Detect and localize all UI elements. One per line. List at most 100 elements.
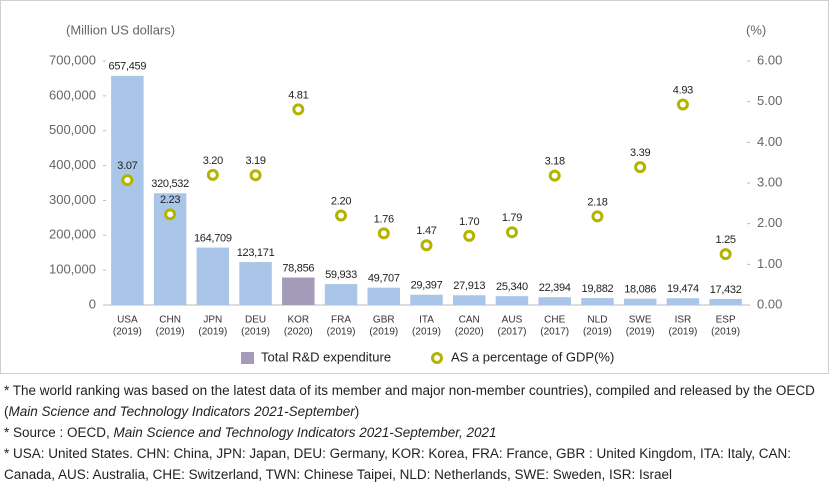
x-tick-label: CHN (159, 315, 181, 326)
y-tick-label: 0 (89, 296, 96, 311)
bar (410, 294, 443, 305)
note-text: * USA: United States. CHN: China, JPN: J… (4, 446, 792, 482)
gdp-point (505, 226, 518, 239)
gdp-point (420, 239, 433, 252)
gdp-point (121, 174, 134, 187)
y2-tick-label: 3.00 (757, 174, 782, 189)
x-tick-period: (2020) (455, 327, 484, 338)
x-tick-label: ITA (419, 315, 434, 326)
bar-value-label: 27,913 (453, 280, 485, 292)
x-tick-label: FRA (331, 315, 351, 326)
x-tick-label: GBR (373, 315, 395, 326)
x-tick-label: AUS (502, 315, 523, 326)
y-tick-label: 600,000 (49, 87, 96, 102)
y-tick-label: 500,000 (49, 122, 96, 137)
x-tick-period: (2019) (711, 327, 740, 338)
bar-value-label: 17,432 (710, 284, 742, 296)
point-value-label: 1.76 (374, 213, 394, 225)
x-tick-period: (2019) (198, 327, 227, 338)
bar-value-label: 29,397 (411, 280, 443, 292)
bar (282, 277, 315, 305)
note-text: Main Science and Technology Indicators 2… (113, 425, 497, 440)
note: * Source : OECD, Main Science and Techno… (4, 422, 819, 443)
y-axis-label: (Million US dollars) (66, 22, 175, 37)
bar (623, 298, 657, 305)
bar-value-label: 19,474 (667, 283, 699, 295)
bar (452, 295, 486, 305)
x-tick-label: KOR (287, 315, 309, 326)
bar (239, 262, 272, 305)
gdp-point (548, 169, 561, 182)
point-value-label: 3.19 (245, 155, 265, 167)
bar (581, 298, 614, 305)
x-tick-label: CAN (459, 315, 480, 326)
x-tick-label: ESP (716, 315, 736, 326)
point-value-label: 3.07 (117, 160, 137, 172)
bar-value-label: 123,171 (237, 247, 275, 259)
gdp-point (676, 98, 689, 111)
note-text: * The world ranking was based on the lat… (4, 383, 815, 419)
y2-tick-label: 0.00 (757, 296, 782, 311)
bar-value-label: 18,086 (624, 284, 656, 296)
x-tick-period: (2019) (668, 327, 697, 338)
chart: (Million US dollars) (%) 0 100,000 200,000… (49, 22, 782, 364)
x-tick-label: JPN (203, 315, 222, 326)
x-tick-label: DEU (245, 315, 266, 326)
bar-value-label: 22,394 (539, 282, 571, 294)
x-tick-period: (2017) (498, 327, 527, 338)
notes: * The world ranking was based on the lat… (4, 380, 819, 485)
x-tick-period: (2017) (540, 327, 569, 338)
bar (111, 75, 144, 305)
legend-swatch (241, 352, 254, 364)
point-value-label: 1.47 (416, 225, 436, 237)
point-value-label: 1.25 (716, 234, 736, 246)
gdp-point (335, 209, 348, 222)
x-tick-period: (2019) (369, 327, 398, 338)
gdp-point (463, 229, 476, 242)
note-text: * Source : OECD, (4, 425, 114, 440)
gdp-point (164, 208, 177, 221)
y-tick-label: 100,000 (49, 262, 96, 277)
x-tick-period: (2019) (156, 327, 185, 338)
bar-value-label: 25,340 (496, 281, 528, 293)
y-tick-label: 300,000 (49, 192, 96, 207)
note-text: Main Science and Technology Indicators 2… (8, 404, 355, 419)
x-tick-period: (2019) (583, 327, 612, 338)
legend-swatch (431, 352, 443, 364)
bar-value-label: 320,532 (151, 178, 189, 190)
y2-tick-label: 5.00 (757, 93, 782, 108)
point-value-label: 3.39 (630, 147, 650, 159)
legend-label: AS a percentage of GDP(%) (451, 349, 614, 364)
x-tick-label: SWE (629, 315, 652, 326)
x-tick-period: (2019) (113, 327, 142, 338)
point-value-label: 2.18 (587, 196, 607, 208)
y2-tick-label: 2.00 (757, 215, 782, 230)
y2-tick-label: 4.00 (757, 134, 782, 149)
gdp-point (206, 168, 219, 181)
point-value-label: 2.23 (160, 194, 180, 206)
x-tick-period: (2020) (284, 327, 313, 338)
point-value-label: 4.93 (673, 84, 693, 96)
x-tick-period: (2019) (327, 327, 356, 338)
bar-value-label: 164,709 (194, 232, 232, 244)
x-tick-period: (2019) (241, 327, 270, 338)
note: * USA: United States. CHN: China, JPN: J… (4, 443, 819, 485)
gdp-point (249, 169, 262, 182)
bar (709, 298, 742, 305)
bar-value-label: 59,933 (325, 269, 357, 281)
bar-value-label: 78,856 (282, 262, 314, 274)
y-tick-label: 400,000 (49, 157, 96, 172)
legend-label: Total R&D expenditure (261, 349, 391, 364)
bar-value-label: 657,459 (109, 61, 147, 73)
x-tick-label: ISR (675, 315, 692, 326)
bar-value-label: 49,707 (368, 273, 400, 285)
point-value-label: 1.70 (459, 216, 479, 228)
y-tick-label: 200,000 (49, 227, 96, 242)
gdp-point (719, 248, 732, 261)
point-value-label: 3.20 (203, 155, 223, 167)
y-tick-label: 700,000 (49, 52, 96, 67)
gdp-point (591, 210, 604, 223)
bar (367, 287, 401, 305)
y2-tick-label: 1.00 (757, 256, 782, 271)
x-tick-label: NLD (587, 315, 607, 326)
